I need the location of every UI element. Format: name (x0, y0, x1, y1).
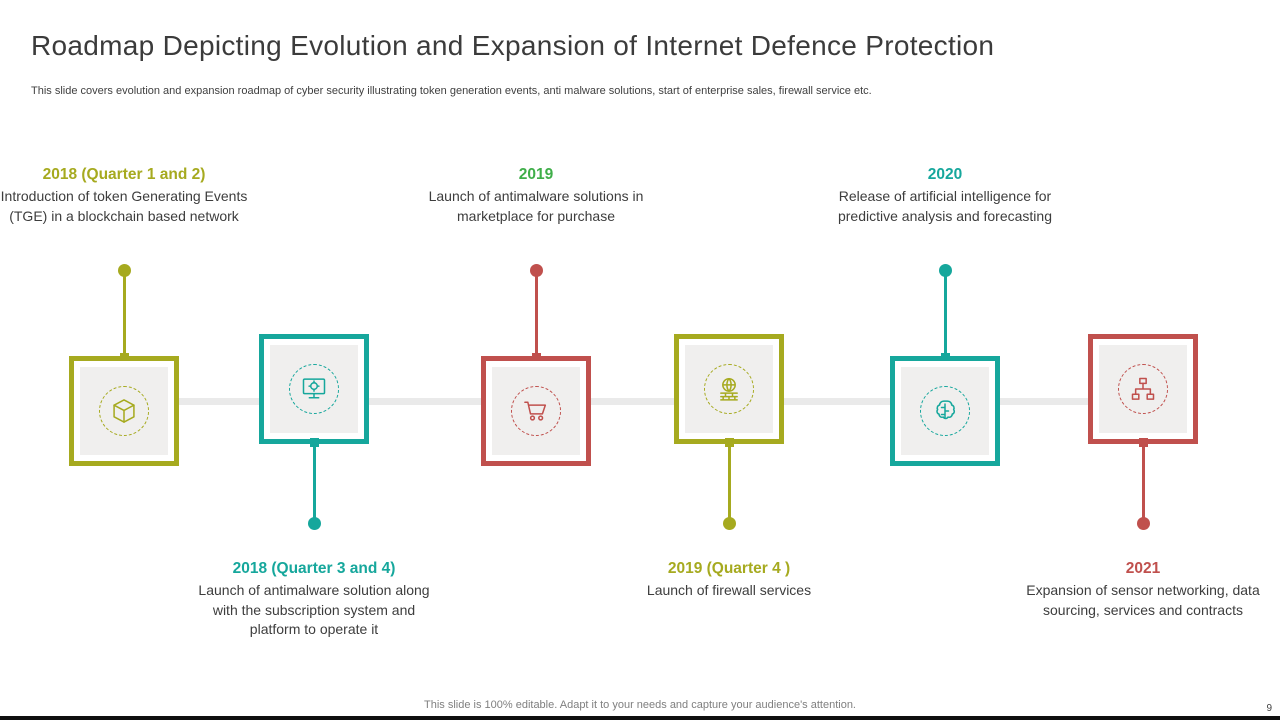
milestone-box-fill (901, 367, 989, 455)
milestone-box (890, 356, 1000, 466)
milestone-description: Release of artificial intelligence for p… (837, 188, 1052, 224)
milestone-box (1088, 334, 1198, 444)
connector-line (727, 442, 731, 522)
firewall-globe-icon (704, 364, 754, 414)
milestone-heading: 2020 (927, 166, 963, 183)
milestone-text-block: 2018 (Quarter 1 and 2) Introduction of t… (0, 166, 249, 226)
connector-dot (722, 517, 736, 530)
network-nodes-icon (1118, 364, 1168, 414)
milestone-box-fill (1099, 345, 1187, 433)
editable-note: This slide is 100% editable. Adapt it to… (424, 699, 856, 711)
milestone-box (69, 356, 179, 466)
milestone-2018-q3-q4: 2018 (Quarter 3 and 4) Launch of antimal… (189, 160, 439, 640)
milestone-2019: 2019 Launch of antimalware solutions in … (411, 160, 661, 640)
milestone-2018-q1-q2: 2018 (Quarter 1 and 2) Introduction of t… (0, 160, 249, 640)
milestone-description: Launch of antimalware solutions in marke… (428, 188, 644, 224)
monitor-gear-icon (289, 364, 339, 414)
milestone-text-block: 2019 Launch of antimalware solutions in … (411, 166, 661, 226)
connector-line (943, 270, 947, 358)
milestone-2021: 2021 Expansion of sensor networking, dat… (1018, 160, 1268, 640)
milestone-box-fill (685, 345, 773, 433)
bottom-bar (0, 716, 1280, 720)
milestone-text-block: 2018 (Quarter 3 and 4) Launch of antimal… (189, 560, 439, 640)
milestone-description: Introduction of token Generating Events … (0, 188, 248, 224)
milestone-heading: 2018 (Quarter 1 and 2) (42, 166, 206, 183)
milestone-heading: 2019 (Quarter 4 ) (667, 560, 791, 577)
milestone-box-fill (80, 367, 168, 455)
milestone-box-fill (492, 367, 580, 455)
connector-line (312, 442, 316, 522)
connector-dot (1136, 517, 1150, 530)
milestone-box (674, 334, 784, 444)
milestone-text-block: 2021 Expansion of sensor networking, dat… (1018, 560, 1268, 620)
milestone-heading: 2019 (518, 166, 554, 183)
milestone-text-block: 2019 (Quarter 4 ) Launch of firewall ser… (604, 560, 854, 601)
milestone-box-fill (270, 345, 358, 433)
milestone-2019-q4: 2019 (Quarter 4 ) Launch of firewall ser… (604, 160, 854, 640)
milestone-2020: 2020 Release of artificial intelligence … (820, 160, 1070, 640)
shopping-cart-icon (511, 386, 561, 436)
connector-dot (307, 517, 321, 530)
slide-subtitle: This slide covers evolution and expansio… (31, 85, 872, 97)
connector-line (534, 270, 538, 358)
connector-line (1141, 442, 1145, 522)
milestone-box (259, 334, 369, 444)
connector-line (122, 270, 126, 358)
ai-brain-icon (920, 386, 970, 436)
milestone-box (481, 356, 591, 466)
milestone-description: Expansion of sensor networking, data sou… (1026, 582, 1260, 618)
timeline-line (95, 398, 1185, 405)
cube-icon (99, 386, 149, 436)
page-title: Roadmap Depicting Evolution and Expansio… (31, 30, 995, 61)
milestone-description: Launch of antimalware solution along wit… (198, 582, 430, 637)
milestone-description: Launch of firewall services (646, 582, 812, 598)
milestone-text-block: 2020 Release of artificial intelligence … (820, 166, 1070, 226)
milestone-heading: 2018 (Quarter 3 and 4) (232, 560, 396, 577)
page-number: 9 (1266, 703, 1272, 714)
milestone-heading: 2021 (1125, 560, 1161, 577)
